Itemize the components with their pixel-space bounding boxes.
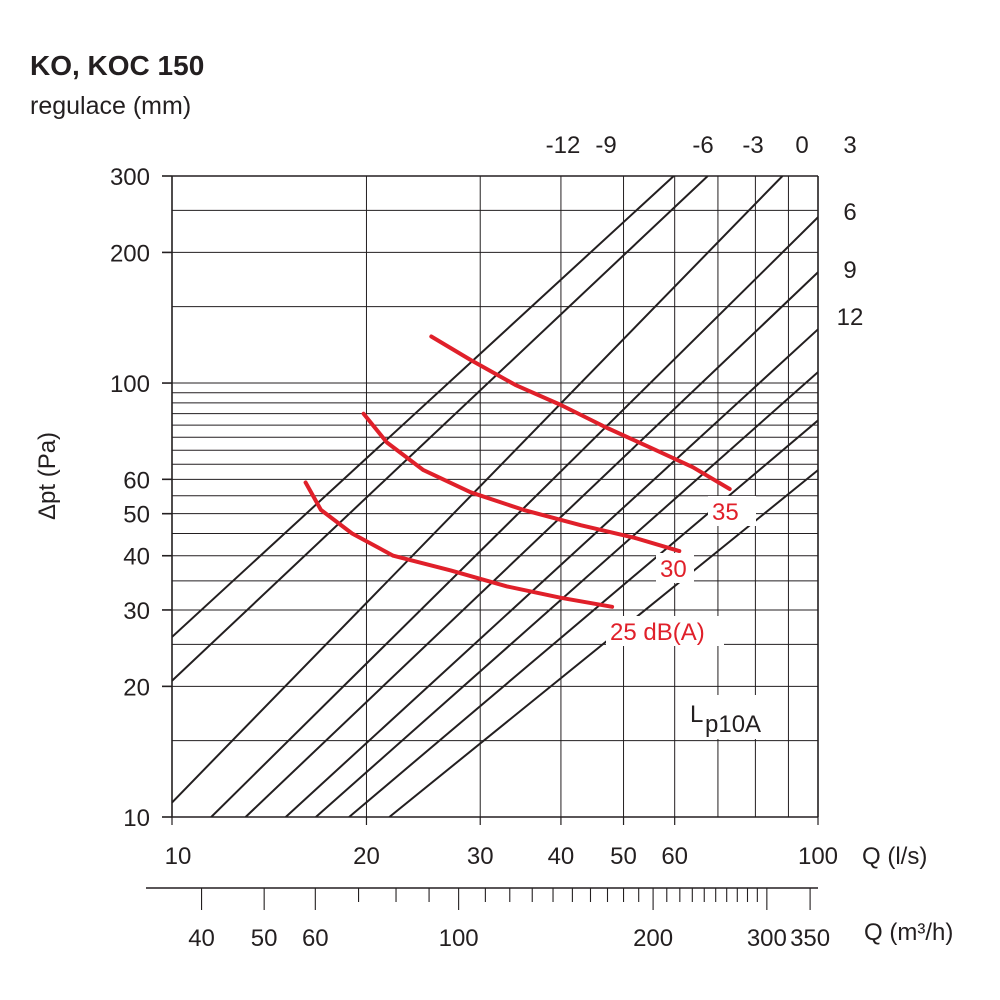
noise-curve-label: 35 (712, 499, 739, 526)
label-backing (688, 695, 780, 739)
x-axis-label: Q (l/s) (862, 843, 927, 870)
y-tick-label: 200 (110, 240, 150, 267)
noise-curve (429, 334, 732, 491)
chart-subtitle: regulace (mm) (30, 92, 192, 120)
regulation-label: -12 (546, 132, 581, 159)
regulation-label: 9 (843, 257, 856, 284)
label-backing (606, 616, 724, 646)
x2-tick-label: 60 (302, 925, 329, 952)
y-tick-label: 300 (110, 164, 150, 191)
regulation-line (172, 176, 784, 804)
lp-label-sub: p10A (705, 711, 761, 738)
noise-curve (303, 480, 615, 609)
x-tick-label: 10 (165, 843, 192, 870)
x2-tick-label: 200 (633, 925, 673, 952)
y-axis-label: Δpt (Pa) (34, 432, 61, 520)
x2-tick-label: 50 (251, 925, 278, 952)
noise-curve-label: 30 (660, 556, 687, 583)
regulation-line (315, 371, 818, 817)
x2-axis-label: Q (m³/h) (864, 919, 953, 946)
regulation-label: 12 (837, 304, 864, 331)
regulation-line (210, 216, 818, 817)
x2-tick-label: 40 (188, 925, 215, 952)
regulation-label: -6 (692, 132, 713, 159)
x-tick-label: 100 (798, 843, 838, 870)
x-tick-label: 60 (661, 843, 688, 870)
y-tick-label: 20 (123, 674, 150, 701)
lp-label-main: L (690, 701, 703, 728)
x2-tick-label: 350 (790, 925, 830, 952)
regulation-label: -3 (742, 132, 763, 159)
x2-tick-label: 300 (747, 925, 787, 952)
regulation-line (285, 328, 818, 817)
label-backing (656, 553, 694, 583)
regulation-line (388, 469, 818, 817)
y-tick-label: 100 (110, 371, 150, 398)
noise-curve (361, 411, 682, 554)
regulation-line (172, 176, 675, 638)
chart-title: KO, KOC 150 (30, 50, 205, 81)
x-tick-label: 40 (548, 843, 575, 870)
regulation-label: 6 (843, 199, 856, 226)
x-tick-label: 30 (467, 843, 494, 870)
y-tick-label: 40 (123, 544, 150, 571)
grid-layer (146, 175, 819, 910)
regulation-label: 0 (795, 132, 808, 159)
regulation-line (244, 271, 818, 817)
noise-curve-label: 25 dB(A) (610, 619, 705, 646)
x-tick-label: 50 (610, 843, 637, 870)
y-tick-label: 30 (123, 598, 150, 625)
label-backing (708, 496, 756, 526)
noise-curves-layer (303, 334, 732, 609)
regulation-line (172, 176, 709, 682)
regulation-label: -9 (595, 132, 616, 159)
y-tick-label: 10 (123, 805, 150, 832)
regulation-line (348, 419, 818, 817)
y-tick-label: 60 (123, 467, 150, 494)
x2-tick-label: 100 (439, 925, 479, 952)
regulation-lines-layer (172, 176, 818, 817)
regulation-label: 3 (843, 132, 856, 159)
y-tick-label: 50 (123, 502, 150, 529)
x-tick-label: 20 (353, 843, 380, 870)
